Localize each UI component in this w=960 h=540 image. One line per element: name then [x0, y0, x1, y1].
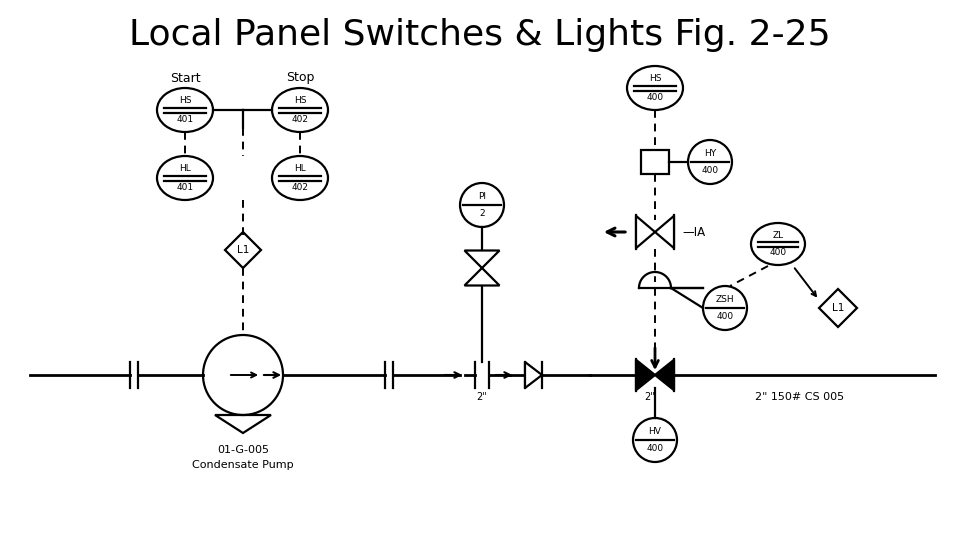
Text: PI: PI — [478, 192, 486, 201]
Text: Stop: Stop — [286, 71, 314, 84]
Text: Condensate Pump: Condensate Pump — [192, 460, 294, 470]
Polygon shape — [655, 360, 674, 390]
Text: 400: 400 — [702, 166, 719, 176]
Text: 01-G-005: 01-G-005 — [217, 445, 269, 455]
Text: HY: HY — [704, 148, 716, 158]
Text: 400: 400 — [646, 93, 663, 102]
Text: Local Panel Switches & Lights Fig. 2-25: Local Panel Switches & Lights Fig. 2-25 — [130, 18, 830, 52]
Text: 400: 400 — [769, 248, 786, 258]
Text: HS: HS — [294, 96, 306, 105]
Text: HL: HL — [180, 164, 191, 173]
Text: —IA: —IA — [682, 226, 706, 239]
Text: HS: HS — [179, 96, 191, 105]
Text: ZL: ZL — [773, 231, 783, 240]
Text: L1: L1 — [237, 245, 250, 255]
Text: L1: L1 — [831, 303, 844, 313]
Polygon shape — [465, 268, 499, 286]
Text: 2" 150# CS 005: 2" 150# CS 005 — [755, 392, 844, 402]
Text: 2": 2" — [476, 392, 488, 402]
Text: 401: 401 — [177, 114, 194, 124]
Text: HV: HV — [649, 427, 661, 436]
Polygon shape — [636, 216, 655, 248]
Text: 2: 2 — [479, 210, 485, 218]
Text: 2": 2" — [644, 392, 656, 402]
Text: Start: Start — [170, 71, 201, 84]
Text: 401: 401 — [177, 183, 194, 192]
Text: HS: HS — [649, 75, 661, 83]
Polygon shape — [655, 216, 674, 248]
Text: 400: 400 — [646, 444, 663, 453]
Text: ZSH: ZSH — [716, 295, 734, 303]
Bar — [641, 150, 669, 174]
Polygon shape — [465, 251, 499, 268]
Text: 402: 402 — [292, 114, 308, 124]
Text: 402: 402 — [292, 183, 308, 192]
Polygon shape — [525, 362, 542, 388]
Text: HL: HL — [294, 164, 306, 173]
Polygon shape — [636, 360, 655, 390]
Text: 400: 400 — [716, 312, 733, 321]
